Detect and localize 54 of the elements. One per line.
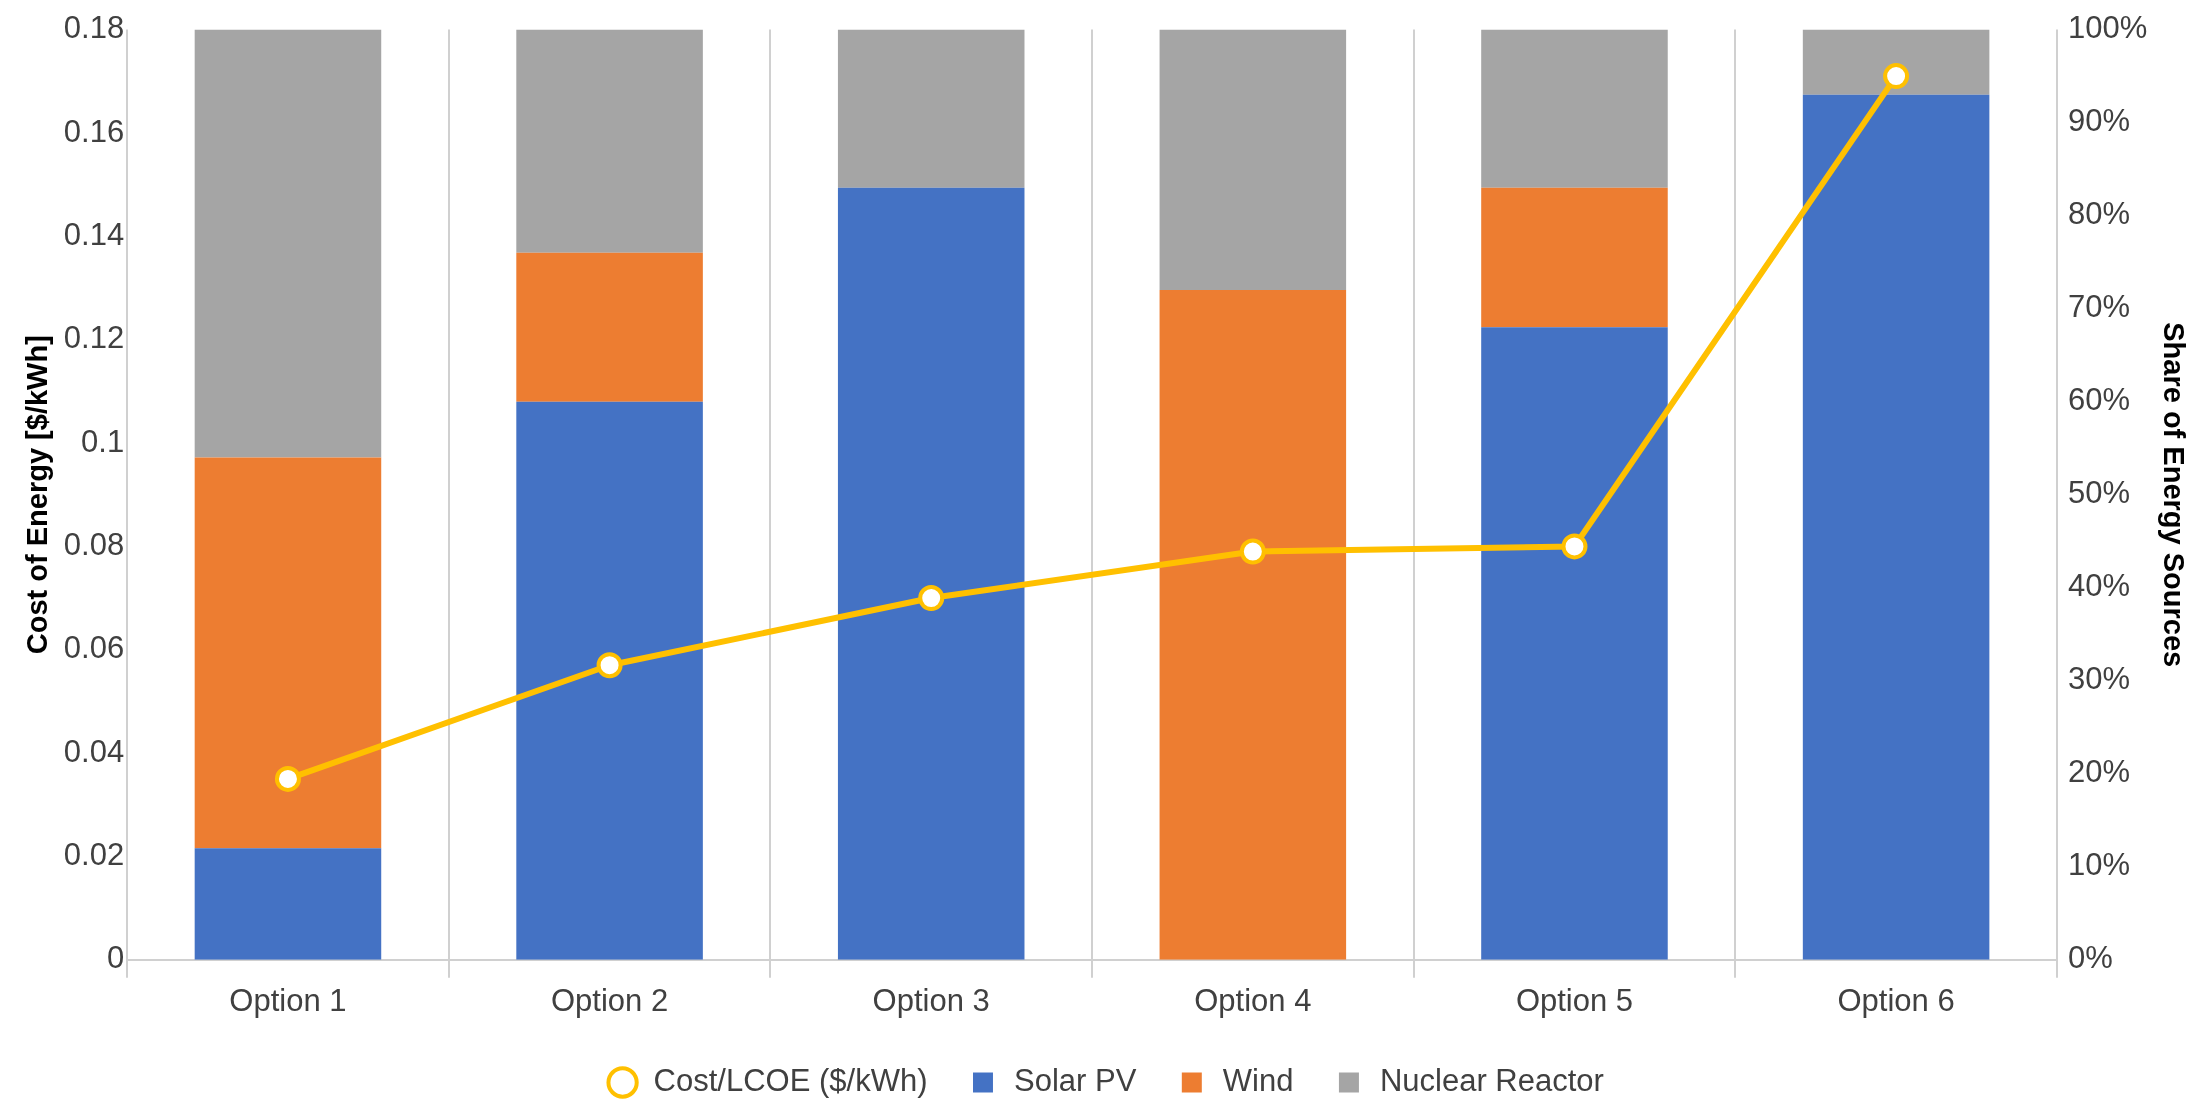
y2-tick-label: 30% <box>2067 661 2130 697</box>
bar <box>1802 29 1990 95</box>
bar <box>194 457 382 849</box>
y2-tick-label: 70% <box>2067 289 2130 325</box>
x-tick-label: Option 3 <box>872 982 990 1018</box>
y2-tick-label: 100% <box>2067 10 2148 46</box>
bar <box>516 401 703 960</box>
y2-tick-label: 0% <box>2067 940 2113 976</box>
bar <box>194 848 382 960</box>
y-tick-label: 0.16 <box>63 113 125 149</box>
y2-tick-label: 20% <box>2067 754 2130 790</box>
y-tick-label: 0.18 <box>63 10 125 46</box>
y-tick-label: 0 <box>106 940 125 976</box>
point <box>274 765 301 792</box>
point <box>918 585 945 612</box>
y-tick-label: 0.14 <box>63 216 125 252</box>
legend-label: Solar PV <box>1013 1063 1137 1099</box>
point <box>1883 63 1910 90</box>
bar <box>1159 29 1347 291</box>
legend-label: Wind <box>1222 1063 1294 1099</box>
bar <box>516 29 703 253</box>
y2-tick-label: 50% <box>2067 475 2130 511</box>
bar <box>1802 94 1990 960</box>
y2-tick-label: 10% <box>2067 847 2130 883</box>
x-tick-label: Option 5 <box>1515 982 1634 1018</box>
y-tick-label: 0.02 <box>63 836 125 872</box>
x-tick-label: Option 4 <box>1194 982 1312 1018</box>
x-tick-label: Option 6 <box>1837 982 1955 1018</box>
y-tick-label: 0.04 <box>63 733 125 769</box>
y2-axis-title: Share of Energy Sources <box>2157 322 2190 668</box>
bar <box>516 252 703 402</box>
y-tick-label: 0.1 <box>81 423 125 459</box>
point <box>1561 533 1588 560</box>
bar <box>1481 187 1668 328</box>
bar <box>1481 327 1668 960</box>
y-tick-label: 0.06 <box>63 630 125 666</box>
point <box>596 652 623 679</box>
y2-tick-label: 40% <box>2067 568 2130 604</box>
bar <box>837 29 1025 188</box>
bar <box>1481 29 1668 188</box>
y2-tick-label: 90% <box>2067 103 2130 139</box>
y-tick-label: 0.08 <box>63 526 125 562</box>
y2-tick-label: 80% <box>2067 196 2130 232</box>
x-tick-label: Option 1 <box>229 982 347 1018</box>
bar <box>837 187 1025 960</box>
legend-label: Nuclear Reactor <box>1379 1063 1604 1099</box>
point <box>1239 538 1266 565</box>
legend-label: Cost/LCOE ($/kWh) <box>653 1063 928 1099</box>
y-tick-label: 0.12 <box>63 320 125 356</box>
y2-tick-label: 60% <box>2067 382 2130 418</box>
bar <box>1159 290 1347 960</box>
y-axis-title: Cost of Energy [$/kWh] <box>21 335 54 655</box>
x-tick-label: Option 2 <box>550 982 669 1018</box>
bar <box>194 29 382 458</box>
